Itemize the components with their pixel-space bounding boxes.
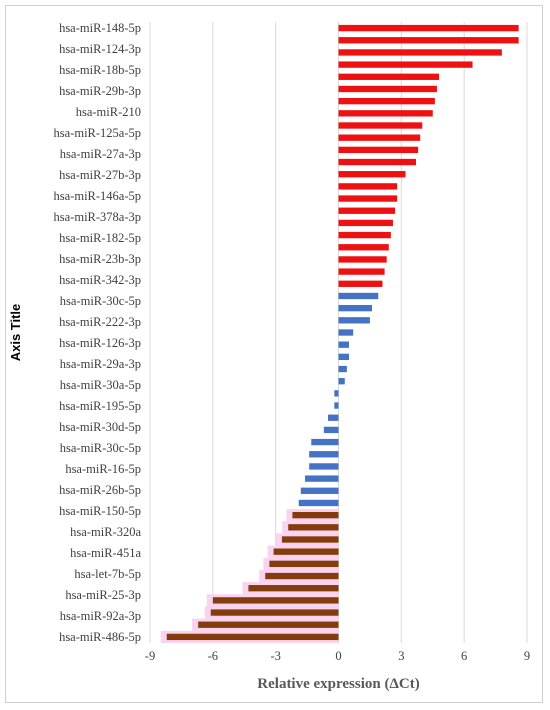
bar	[288, 524, 339, 531]
category-label: hsa-miR-148-5p	[59, 21, 141, 35]
bar	[265, 572, 339, 580]
category-label: hsa-miR-146a-5p	[54, 189, 141, 203]
category-label: hsa-miR-222-3p	[59, 315, 141, 329]
category-labels: hsa-miR-148-5p hsa-miR-124-3p hsa-miR-18b-…	[54, 21, 142, 644]
bar	[198, 621, 339, 628]
category-label: hsa-miR-27b-3p	[59, 168, 141, 182]
category-label: hsa-miR-182-5p	[59, 231, 141, 245]
bar	[304, 475, 339, 482]
x-tick-label: 6	[461, 649, 467, 663]
category-label: hsa-miR-29b-3p	[59, 84, 141, 98]
category-label: hsa-miR-451a	[70, 546, 141, 560]
bar	[338, 122, 423, 129]
bar	[309, 451, 339, 458]
bar	[166, 633, 339, 641]
category-label: hsa-miR-25-3p	[65, 588, 141, 602]
bar	[338, 24, 519, 32]
category-label: hsa-miR-150-5p	[59, 504, 141, 518]
bar	[334, 402, 339, 409]
bar	[338, 353, 349, 361]
category-label: hsa-miR-320a	[70, 525, 141, 539]
bar	[338, 365, 347, 373]
category-label: hsa-miR-92a-3p	[60, 609, 141, 623]
category-label: hsa-miR-26b-5p	[59, 483, 141, 497]
bar	[273, 548, 339, 555]
bar	[300, 487, 339, 494]
x-tick-label: -6	[208, 649, 218, 663]
bar	[338, 219, 393, 227]
bar	[323, 426, 339, 434]
category-label: hsa-miR-125a-5p	[54, 126, 141, 140]
bar	[212, 597, 339, 604]
bar	[311, 438, 339, 446]
bar	[210, 609, 339, 616]
category-label: hsa-miR-30c-5p	[60, 441, 141, 455]
category-label: hsa-miR-29a-3p	[60, 357, 141, 371]
x-tick-label: 3	[398, 649, 404, 663]
bar	[338, 329, 354, 336]
bar	[309, 463, 339, 470]
y-axis-title: Axis Title	[8, 304, 23, 362]
category-label: hsa-miR-30a-5p	[60, 378, 141, 392]
category-label: hsa-miR-30c-5p	[60, 294, 141, 308]
bar	[338, 244, 389, 251]
category-label: hsa-miR-378a-3p	[54, 210, 141, 224]
category-label: hsa-miR-195-5p	[59, 399, 141, 413]
x-tick-labels: -9 -6 -3 0 3 6 9	[145, 649, 530, 663]
bar	[338, 85, 437, 93]
category-label: hsa-miR-126-3p	[59, 336, 141, 350]
x-axis-title: Relative expression (ΔCt)	[257, 676, 419, 692]
bar	[248, 585, 339, 592]
bar	[338, 292, 379, 300]
bar	[338, 49, 502, 56]
bar	[338, 61, 473, 68]
bar	[338, 134, 421, 141]
category-label: hsa-miR-23b-3p	[59, 252, 141, 266]
bar	[338, 195, 398, 202]
bar	[338, 378, 345, 385]
bar	[338, 73, 440, 80]
category-label: hsa-miR-18b-5p	[59, 63, 141, 77]
category-label: hsa-miR-210	[76, 105, 141, 119]
bar	[338, 97, 435, 105]
bar	[298, 499, 339, 507]
bar	[338, 207, 396, 214]
bar	[338, 231, 391, 239]
bar	[334, 390, 339, 397]
category-label: hsa-miR-30d-5p	[59, 420, 141, 434]
bar	[269, 560, 339, 568]
category-label: hsa-let-7b-5p	[74, 567, 141, 581]
category-label: hsa-miR-27a-3p	[60, 147, 141, 161]
category-label: hsa-miR-486-5p	[59, 630, 141, 644]
bars	[160, 24, 519, 643]
bar	[338, 146, 419, 154]
category-label: hsa-miR-16-5p	[65, 462, 141, 476]
bar	[338, 317, 370, 324]
bar	[338, 341, 349, 348]
bar	[281, 536, 339, 543]
bar	[338, 110, 433, 117]
category-label: hsa-miR-124-3p	[59, 42, 141, 56]
x-tick-label: 9	[524, 649, 530, 663]
x-tick-label: -3	[270, 649, 280, 663]
bar	[338, 304, 373, 312]
bar	[338, 256, 387, 263]
bar	[338, 37, 519, 44]
x-tick-label: 0	[335, 649, 341, 663]
bar	[338, 183, 398, 190]
bar	[292, 511, 339, 519]
category-label: hsa-miR-342-3p	[59, 273, 141, 287]
bar	[338, 280, 383, 287]
bar	[338, 268, 385, 275]
bar	[328, 414, 339, 421]
x-tick-label: -9	[145, 649, 155, 663]
bar	[338, 171, 406, 178]
bar	[338, 158, 416, 166]
